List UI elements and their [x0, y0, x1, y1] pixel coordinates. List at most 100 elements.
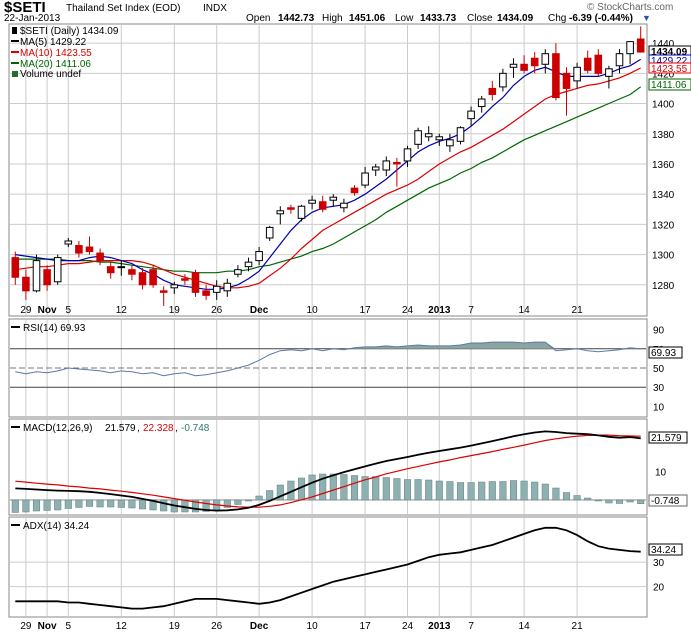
xlabel-bottom-7: 7 [468, 621, 474, 632]
macd-hist-bar [499, 481, 507, 501]
rsi-overbought-fill [15, 342, 641, 349]
macd-hist-bar [319, 473, 327, 501]
macd-hist-bar [22, 499, 30, 513]
legend-rsi: RSI(14) 69.93 [23, 323, 86, 334]
candle-body [403, 148, 412, 162]
candle-body [159, 290, 168, 293]
macd-hist-bar [594, 499, 602, 502]
macd-hist-bar [75, 499, 83, 508]
candle-body [562, 72, 571, 89]
macd-hist-bar [350, 475, 359, 501]
symbol-title: $SETI [4, 0, 46, 16]
xlabel-top-5: 5 [66, 305, 72, 316]
xlabel-top-29: 29 [20, 305, 32, 316]
macd-hist-bar [605, 499, 613, 504]
adx-badge-box [648, 543, 683, 556]
ma20-badge-box [648, 78, 691, 91]
candle-body [382, 160, 391, 171]
macd-hist-bar [96, 499, 104, 508]
macd-hist-bar [403, 479, 412, 501]
legend-ma20: MA(20) 1411.06 [20, 59, 91, 70]
candle-body [605, 68, 613, 77]
macd-hist-bar [32, 499, 41, 512]
candle-body [128, 269, 136, 275]
macd-hist-bar [138, 499, 147, 510]
ytick-price-1380: 1380 [652, 130, 675, 141]
candle-body [138, 272, 147, 286]
ytick-adx-30: 30 [653, 558, 665, 569]
xlabel-bottom-21: 21 [572, 621, 584, 632]
legend-price: $SETI (Daily) 1434.09 [20, 26, 119, 37]
ytick-rsi-50: 50 [653, 364, 665, 375]
macd-hist-bar [361, 476, 369, 501]
candle-body [456, 127, 465, 142]
chart-date: 22-Jan-2013 [4, 13, 61, 24]
xlabel-bottom-29: 29 [20, 621, 32, 632]
candle-body [96, 252, 104, 262]
candle-body [287, 207, 295, 210]
candle-body [626, 41, 634, 55]
price-legend: $SETI (Daily) 1434.09 MA(5) 1429.22 MA(1… [11, 26, 119, 80]
open-value: 1442.73 [278, 13, 315, 24]
xlabel-top-12: 12 [116, 305, 128, 316]
macd-hist-bar [382, 477, 390, 501]
macd-hist-bar [244, 499, 253, 502]
close-value: 1434.09 [497, 13, 534, 24]
ytick-price-1360: 1360 [652, 160, 675, 171]
macd-hist-bar [11, 499, 19, 513]
price-badges: 1434.09 1429.22 1423.55 1411.06 [648, 45, 691, 91]
hist-badge-box [648, 494, 688, 507]
legend-ma10: MA(10) 1423.55 [20, 48, 92, 59]
candle-body [117, 266, 126, 269]
xlabel-top-24: 24 [402, 305, 414, 316]
legend-macd-value: 21.579 [105, 423, 136, 434]
xlabel-top-26: 26 [211, 305, 223, 316]
ytick-rsi-10: 10 [653, 402, 665, 413]
candle-body [552, 53, 560, 98]
macd-hist-bar [435, 480, 443, 501]
xlabel-top-Dec: Dec [250, 305, 269, 316]
macd-hist-bar [117, 499, 125, 508]
macd-legend: MACD(12,26,9) 21.579 , 22.328 , -0.748 2… [11, 423, 688, 507]
xlabel-top-19: 19 [169, 305, 181, 316]
adx-panel-frame [8, 516, 648, 618]
xlabel-bottom-Nov: Nov [38, 621, 57, 632]
candle-body [477, 98, 486, 108]
macd-panel-frame [8, 418, 648, 516]
candle-body [371, 166, 380, 171]
candle-body [212, 285, 221, 293]
legend-swatch-price [12, 27, 17, 34]
macd-hist-bar [478, 481, 486, 501]
legend-signal-value: 22.328 [143, 423, 174, 434]
legend-ma5: MA(5) 1429.22 [20, 37, 87, 48]
candle-body [530, 57, 539, 67]
candle-body [488, 87, 497, 95]
adx-badge: 34.24 [651, 545, 676, 556]
ma5-badge: 1429.22 [651, 56, 688, 67]
rsi-legend: RSI(14) 69.93 69.93 [11, 323, 683, 359]
macd-hist-bar [223, 499, 231, 508]
macd-hist-bar [552, 487, 560, 501]
macd-hist-bar [531, 481, 539, 501]
ytick-price-1340: 1340 [652, 190, 675, 201]
chg-down-arrow-icon: ▼ [642, 13, 651, 23]
xlabel-bottom-24: 24 [402, 621, 414, 632]
candle-body [393, 161, 401, 165]
macd-hist-bar [329, 473, 337, 501]
macd-signal-line [15, 434, 641, 508]
macd-hist-bar [562, 492, 571, 501]
xlabel-bottom-19: 19 [169, 621, 181, 632]
rsi-panel-frame [8, 318, 648, 418]
macd-hist-bar [64, 499, 72, 509]
candle-body [318, 201, 327, 210]
xlabel-top-2013: 2013 [428, 305, 451, 316]
ytick-price-1400: 1400 [652, 100, 675, 111]
candle-body [541, 53, 550, 65]
xlabel-top-21: 21 [572, 305, 584, 316]
macd-hist-bar [488, 481, 496, 501]
ytick-price-1280: 1280 [652, 281, 675, 292]
chg-label: Chg [548, 13, 566, 24]
candle-body [276, 210, 285, 215]
xlabel-bottom-10: 10 [307, 621, 319, 632]
ma20-line [15, 86, 642, 274]
